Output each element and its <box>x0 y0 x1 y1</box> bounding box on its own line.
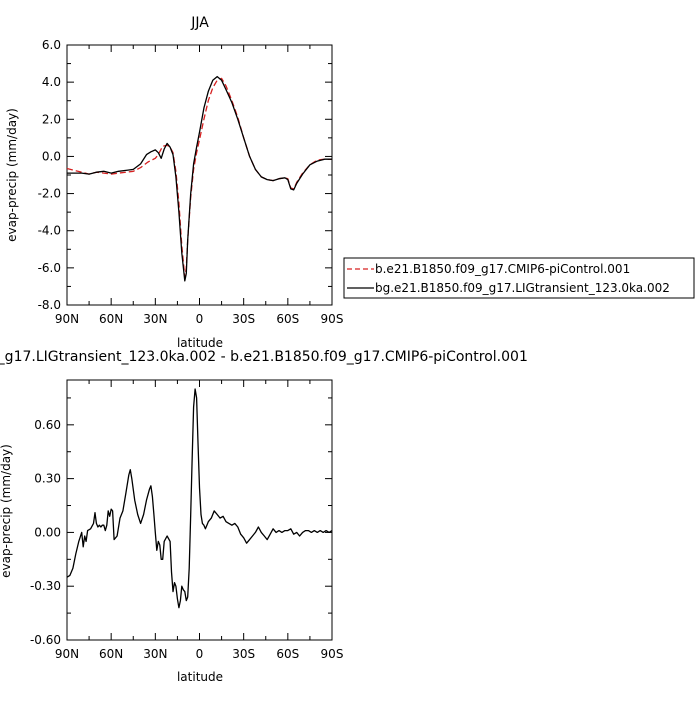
top-x-axis-label: latitude <box>177 336 223 350</box>
top-series-line-1 <box>67 75 332 282</box>
bottom-series-line-0 <box>66 388 333 609</box>
top-y-tick-label: -4.0 <box>38 224 61 238</box>
bottom-x-tick-label: 30N <box>143 647 167 661</box>
top-y-tick-label: -2.0 <box>38 187 61 201</box>
top-x-tick-label: 90N <box>55 312 79 326</box>
bottom-y-tick-label: 0.30 <box>34 472 61 486</box>
diff-chart-title: bg.e21.B1850.f09_g17.LIGtransient_123.0k… <box>0 349 528 365</box>
top-x-tick-label: 30S <box>232 312 255 326</box>
top-y-tick-label: -8.0 <box>38 298 61 312</box>
top-x-tick-label: 60N <box>99 312 123 326</box>
bottom-x-axis-label: latitude <box>177 670 223 684</box>
top-y-tick-label: -6.0 <box>38 261 61 275</box>
bottom-x-tick-label: 0 <box>196 647 204 661</box>
top-y-axis-label: evap-precip (mm/day) <box>5 108 19 242</box>
bottom-plot-frame <box>66 379 333 641</box>
bottom-y-tick-label: -0.60 <box>30 633 61 647</box>
top-series-line-0 <box>66 77 332 278</box>
bottom-x-tick-label: 30S <box>232 647 255 661</box>
legend-box <box>343 257 695 299</box>
top-x-tick-label: 0 <box>196 312 204 326</box>
top-x-tick-label: 30N <box>143 312 167 326</box>
bottom-x-tick-label: 60S <box>276 647 299 661</box>
bottom-x-tick-label: 90S <box>321 647 344 661</box>
legend-control-label: b.e21.B1850.f09_g17.CMIP6-piControl.001 <box>375 262 630 276</box>
bottom-y-tick-label: 0.00 <box>34 525 61 539</box>
bottom-x-tick-label: 90N <box>55 647 79 661</box>
bottom-y-tick-label: -0.30 <box>30 579 61 593</box>
top-y-tick-label: 4.0 <box>42 75 61 89</box>
bottom-y-axis-label: evap-precip (mm/day) <box>0 444 13 578</box>
top-y-tick-label: 6.0 <box>42 38 61 52</box>
bottom-y-tick-label: 0.60 <box>34 418 61 432</box>
top-x-tick-label: 90S <box>321 312 344 326</box>
top-plot-frame <box>66 44 333 306</box>
top-y-tick-label: 2.0 <box>42 112 61 126</box>
bottom-x-tick-label: 60N <box>99 647 123 661</box>
top-y-tick-label: 0.0 <box>42 149 61 163</box>
top-x-tick-label: 60S <box>276 312 299 326</box>
legend: b.e21.B1850.f09_g17.CMIP6-piControl.001 … <box>343 257 695 299</box>
top-chart-title: JJA <box>190 15 209 31</box>
legend-transient-label: bg.e21.B1850.f09_g17.LIGtransient_123.0k… <box>375 281 670 295</box>
